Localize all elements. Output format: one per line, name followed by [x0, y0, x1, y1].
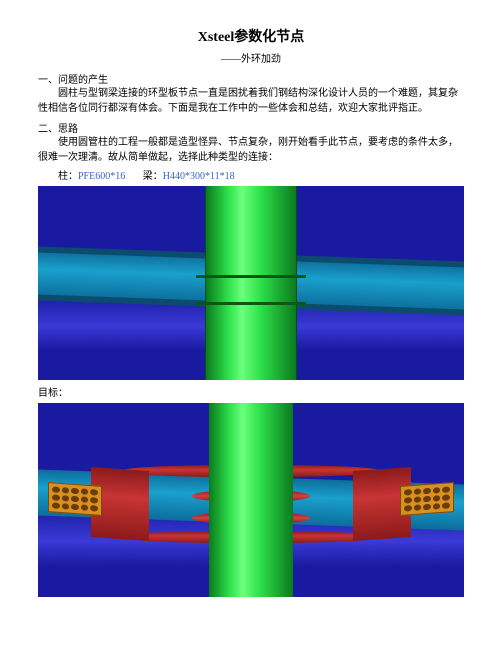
- spec-beam-value: H440*300*11*18: [163, 171, 235, 182]
- figure-1: [38, 186, 464, 380]
- figure-2-column: [209, 403, 293, 597]
- figure-1-seam-bottom: [196, 302, 306, 305]
- section-1-heading: 一、问题的产生: [38, 71, 464, 86]
- figure-1-seam-top: [196, 275, 306, 278]
- figure-1-column: [205, 186, 297, 380]
- spec-line: 柱：PFE600*16 梁：H440*300*11*18: [38, 167, 464, 182]
- page-title: Xsteel参数化节点: [38, 26, 464, 46]
- spec-col-label: 柱：: [58, 171, 78, 182]
- section-1-paragraph: 圆柱与型钢梁连接的环型板节点一直是困扰着我们钢结构深化设计人员的一个难题，其复杂…: [38, 86, 464, 116]
- section-2-heading: 二、思路: [38, 120, 464, 135]
- figure-2-bolts-left: [48, 483, 102, 517]
- spec-col-value: PFE600*16: [78, 171, 125, 182]
- figure-2-bolts-right: [400, 483, 454, 517]
- figure-2: [38, 403, 464, 597]
- section-2-paragraph: 使用圆管柱的工程一般都是造型怪异、节点复杂，刚开始看手此节点，要考虑的条件太多，…: [38, 135, 464, 165]
- page-subtitle: ——外环加劲: [38, 50, 464, 65]
- target-label: 目标：: [38, 384, 464, 399]
- spec-beam-label: 梁：: [143, 171, 163, 182]
